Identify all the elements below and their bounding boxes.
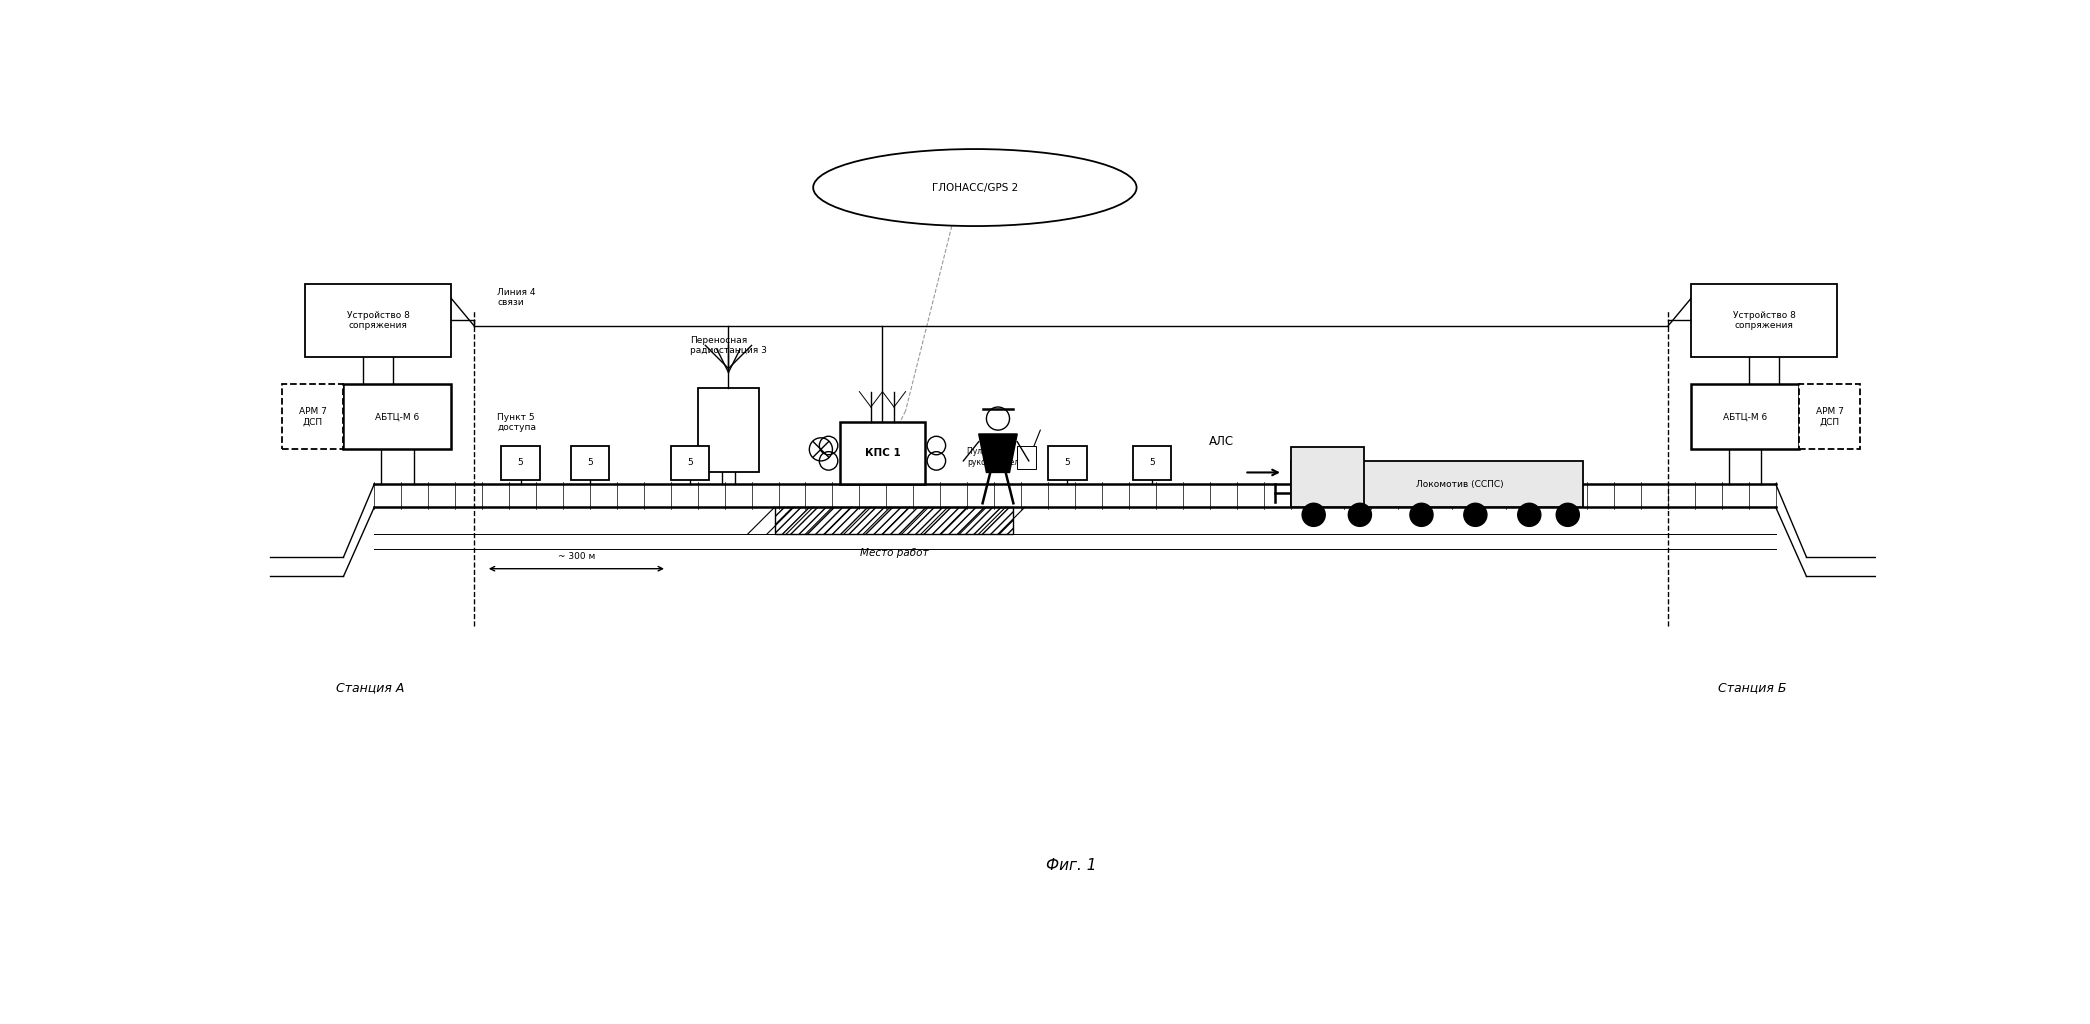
Bar: [671, 445, 709, 480]
Bar: [343, 384, 451, 450]
Bar: [1290, 447, 1363, 507]
Text: АБТЦ-М 6: АБТЦ-М 6: [1722, 412, 1766, 421]
Bar: [305, 284, 451, 357]
Text: Устройство 8
сопряжения: Устройство 8 сопряжения: [1733, 310, 1795, 330]
Bar: [1290, 461, 1582, 507]
Text: 5: 5: [587, 459, 594, 467]
Text: АРМ 7
ДСП: АРМ 7 ДСП: [299, 407, 326, 426]
Circle shape: [1557, 503, 1580, 526]
Circle shape: [1463, 503, 1486, 526]
Circle shape: [1348, 503, 1371, 526]
Circle shape: [986, 407, 1009, 430]
Text: ~ 300 м: ~ 300 м: [558, 552, 596, 561]
Ellipse shape: [813, 150, 1137, 226]
Text: Фиг. 1: Фиг. 1: [1045, 858, 1097, 872]
Text: Устройство 8
сопряжения: Устройство 8 сопряжения: [347, 310, 410, 330]
Bar: [282, 384, 343, 450]
Text: КПС 1: КПС 1: [865, 449, 901, 458]
Bar: [1133, 445, 1170, 480]
Circle shape: [1302, 503, 1325, 526]
Polygon shape: [978, 434, 1018, 472]
Bar: [1047, 445, 1087, 480]
Text: АРМ 7
ДСП: АРМ 7 ДСП: [1816, 407, 1843, 426]
Bar: [775, 507, 1014, 535]
Bar: [502, 445, 539, 480]
Text: АБТЦ-М 6: АБТЦ-М 6: [376, 412, 420, 421]
Circle shape: [1411, 503, 1434, 526]
Text: АЛС: АЛС: [1208, 435, 1233, 449]
Text: Станция А: Станция А: [336, 682, 405, 694]
Bar: [698, 388, 759, 472]
Text: 5: 5: [1150, 459, 1156, 467]
Text: Место работ: Место работ: [859, 548, 928, 558]
Text: Линия 4
связи: Линия 4 связи: [497, 288, 535, 307]
Text: 5: 5: [518, 459, 522, 467]
Text: Переносная
радиостанция 3: Переносная радиостанция 3: [690, 336, 767, 355]
Bar: [1691, 384, 1799, 450]
Bar: [571, 445, 608, 480]
Bar: [1799, 384, 1860, 450]
Bar: [1691, 284, 1837, 357]
Bar: [775, 507, 1014, 535]
Bar: [840, 423, 924, 484]
Circle shape: [1517, 503, 1540, 526]
Text: Станция Б: Станция Б: [1718, 682, 1787, 694]
Text: 5: 5: [688, 459, 694, 467]
Text: Пульт 9
руководителя: Пульт 9 руководителя: [968, 447, 1024, 467]
Text: Пункт 5
доступа: Пункт 5 доступа: [497, 413, 537, 432]
Text: Локомотив (ССПС): Локомотив (ССПС): [1417, 479, 1505, 488]
Bar: [1018, 445, 1037, 469]
Text: ГЛОНАСС/GPS 2: ГЛОНАСС/GPS 2: [932, 182, 1018, 193]
Text: 5: 5: [1064, 459, 1070, 467]
